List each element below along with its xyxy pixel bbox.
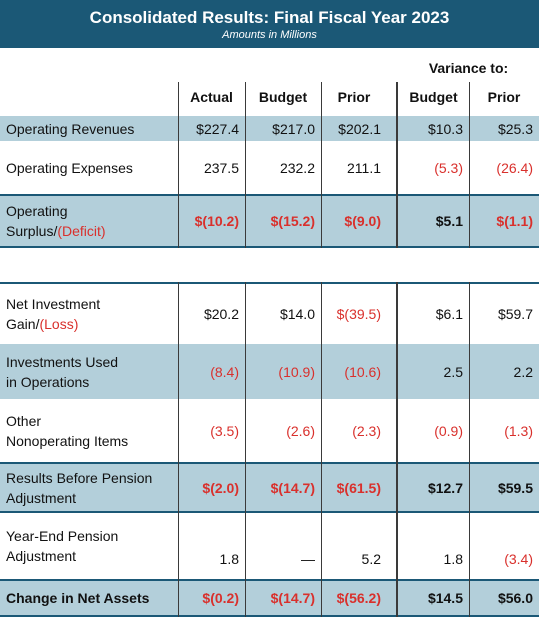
row-label-line1: Results Before Pension	[6, 469, 153, 486]
cell-actual: (3.5)	[210, 422, 239, 439]
cell-var-prior: (3.4)	[504, 551, 533, 567]
cell-prior: $(39.5)	[336, 306, 381, 322]
column-divider	[178, 282, 179, 617]
cell-actual: $(10.2)	[194, 213, 239, 229]
table-header-banner: Consolidated Results: Final Fiscal Year …	[0, 0, 539, 48]
row-label: Change in Net Assets	[6, 590, 150, 606]
row-label: Net Investment Gain/(Loss)	[0, 284, 178, 344]
row-label: Operating Surplus/(Deficit)	[0, 196, 178, 246]
cell-var-prior: $56.0	[497, 590, 533, 606]
cell-actual: $20.2	[203, 306, 239, 322]
row-label: Year-End Pension Adjustment	[0, 513, 178, 579]
cell-var-prior: (26.4)	[496, 159, 533, 176]
cell-prior: 5.2	[361, 551, 381, 567]
variance-divider	[396, 82, 398, 248]
table-subtitle: Amounts in Millions	[222, 29, 317, 41]
cell-actual: (8.4)	[210, 363, 239, 380]
table-row: Operating Expenses 237.5 232.2 211.1 (5.…	[0, 141, 539, 194]
cell-actual: 237.5	[203, 159, 239, 176]
cell-var-prior: (1.3)	[504, 422, 533, 439]
column-divider	[178, 82, 179, 248]
cell-actual: $(0.2)	[202, 590, 239, 606]
table-title: Consolidated Results: Final Fiscal Year …	[89, 8, 450, 27]
cell-var-budget: $5.1	[435, 213, 463, 229]
row-label: Operating Expenses	[6, 159, 133, 176]
cell-var-budget: 2.5	[443, 363, 463, 380]
cell-var-budget: $10.3	[427, 120, 463, 137]
row-label: Investments Used in Operations	[0, 344, 178, 399]
label-prefix: Surplus/	[6, 223, 58, 239]
cell-var-prior: $59.5	[497, 479, 533, 496]
cell-prior: (10.6)	[344, 363, 381, 380]
column-header-row: Actual Budget Prior Budget Prior	[0, 82, 539, 112]
table-row: Operating Surplus/(Deficit) $(10.2) $(15…	[0, 194, 539, 248]
row-label-line1: Net Investment	[6, 296, 101, 312]
label-prefix: Gain/	[6, 316, 40, 332]
cell-budget: $14.0	[279, 306, 315, 322]
cell-budget: $(14.7)	[270, 479, 315, 496]
cell-var-budget: $14.5	[427, 590, 463, 606]
cell-budget: —	[301, 551, 315, 567]
column-divider	[245, 282, 246, 617]
row-label-line2: Surplus/(Deficit)	[6, 221, 106, 241]
label-negative-part: (Deficit)	[57, 223, 106, 239]
cell-var-budget: $6.1	[435, 306, 463, 322]
cell-var-prior: $(1.1)	[496, 213, 533, 229]
column-divider	[469, 82, 470, 248]
cell-var-budget: (0.9)	[434, 422, 463, 439]
row-label-line1: Other	[6, 412, 42, 429]
row-label-line2: Adjustment	[6, 548, 77, 564]
row-label-line1: Investments Used	[6, 353, 119, 370]
cell-actual: $227.4	[196, 120, 239, 137]
cell-prior: $(56.2)	[336, 590, 381, 606]
col-variance-prior: Prior	[487, 89, 521, 105]
col-variance-budget: Budget	[409, 89, 458, 105]
table-row: Other Nonoperating Items (3.5) (2.6) (2.…	[0, 399, 539, 462]
cell-var-budget: 1.8	[443, 551, 463, 567]
row-label-line1: Year-End Pension	[6, 528, 119, 544]
column-divider	[245, 82, 246, 248]
row-label-line1: Operating	[6, 203, 68, 219]
cell-prior: 211.1	[347, 159, 381, 176]
cell-prior: $(9.0)	[344, 213, 381, 229]
variance-group-header: Variance to:	[428, 60, 509, 76]
col-actual: Actual	[190, 89, 233, 105]
cell-actual: $(2.0)	[202, 479, 239, 496]
table-row: Operating Revenues $227.4 $217.0 $202.1 …	[0, 116, 539, 141]
row-label: Results Before Pension Adjustment	[0, 464, 178, 511]
label-negative-part: (Loss)	[39, 316, 79, 332]
cell-budget: 232.2	[279, 159, 315, 176]
row-label-line2: Gain/(Loss)	[6, 314, 100, 334]
cell-budget: $(14.7)	[270, 590, 315, 606]
cell-var-budget: (5.3)	[434, 159, 463, 176]
column-divider	[321, 82, 322, 248]
cell-budget: $(15.2)	[270, 213, 315, 229]
row-label: Operating Revenues	[6, 120, 135, 137]
cell-actual: 1.8	[219, 551, 239, 567]
cell-budget: $217.0	[272, 120, 315, 137]
cell-var-prior: $25.3	[497, 120, 533, 137]
table-row: Change in Net Assets $(0.2) $(14.7) $(56…	[0, 579, 539, 617]
table-row: Investments Used in Operations (8.4) (10…	[0, 344, 539, 399]
cell-prior: (2.3)	[352, 422, 381, 439]
row-label: Other Nonoperating Items	[0, 399, 178, 462]
col-budget: Budget	[258, 89, 308, 105]
variance-divider	[396, 282, 398, 617]
column-divider	[469, 282, 470, 617]
table-row: Year-End Pension Adjustment 1.8 — 5.2 1.…	[0, 513, 539, 579]
cell-budget: (2.6)	[286, 422, 315, 439]
cell-var-budget: $12.7	[427, 479, 463, 496]
table-row: Net Investment Gain/(Loss) $20.2 $14.0 $…	[0, 282, 539, 344]
cell-prior: $(61.5)	[336, 479, 381, 496]
cell-var-prior: 2.2	[513, 363, 533, 380]
row-label-line2: Adjustment	[6, 489, 77, 506]
table-row: Results Before Pension Adjustment $(2.0)…	[0, 462, 539, 513]
column-divider	[321, 282, 322, 617]
cell-budget: (10.9)	[278, 363, 315, 380]
cell-var-prior: $59.7	[497, 306, 533, 322]
row-label-line2: Nonoperating Items	[6, 432, 129, 449]
col-prior: Prior	[337, 89, 371, 105]
row-label-line2: in Operations	[6, 373, 90, 390]
cell-prior: $202.1	[338, 120, 381, 137]
